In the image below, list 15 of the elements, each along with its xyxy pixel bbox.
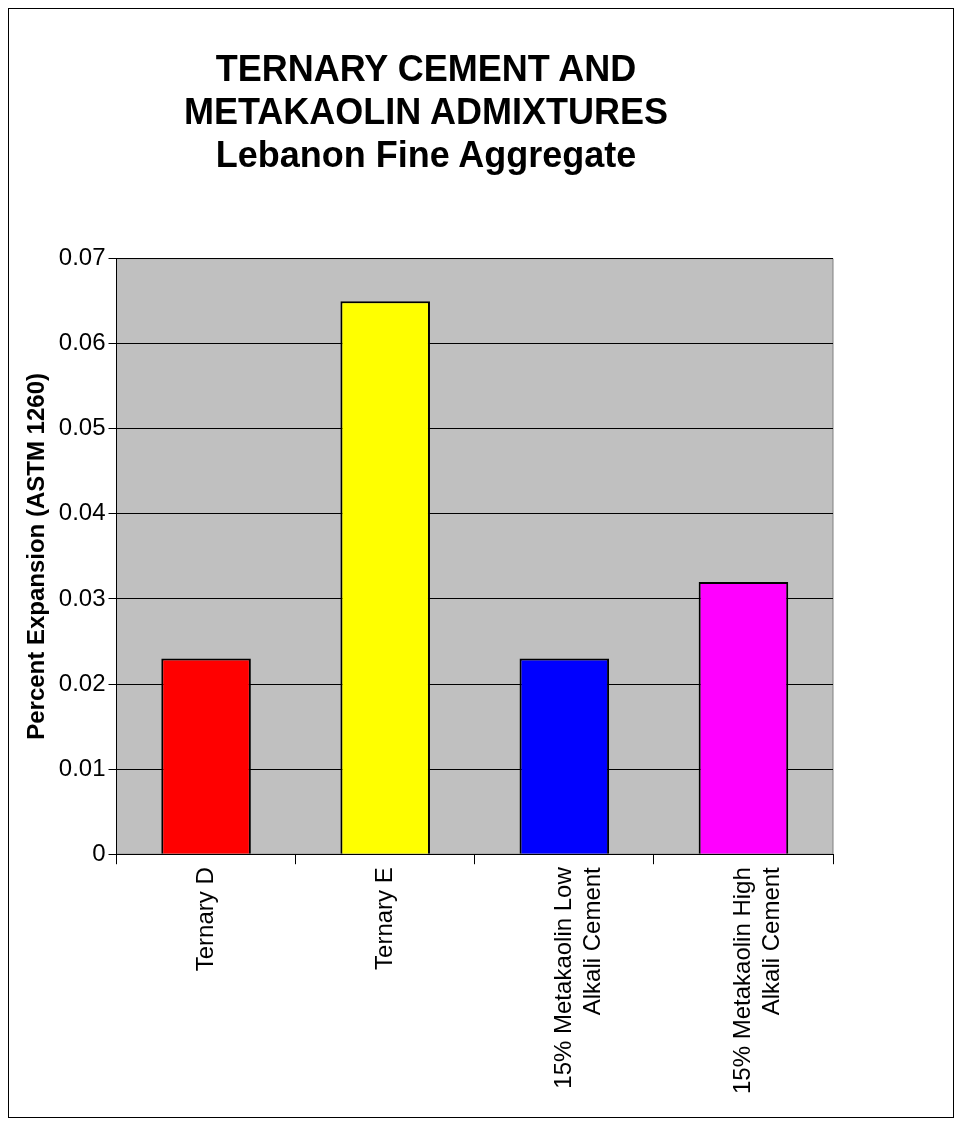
y-tick-label: 0 bbox=[92, 838, 106, 866]
y-tick-label: 0.02 bbox=[58, 668, 106, 696]
y-tick-label: 0.07 bbox=[58, 243, 106, 271]
x-tick-label: 15% Metakaolin High Alkali Cement bbox=[728, 866, 784, 1094]
chart-subtitle: Lebanon Fine Aggregate bbox=[215, 133, 637, 175]
y-axis-title: Percent Expansion (ASTM 1260) bbox=[22, 373, 50, 740]
x-tick-label: 15% Metakaolin Low Alkali Cement bbox=[548, 866, 605, 1089]
y-tick-label: 0.01 bbox=[58, 753, 106, 781]
x-tick-label: Ternary D bbox=[190, 867, 218, 972]
chart-title: TERNARY CEMENT AND METAKAOLIN ADMIXTURES bbox=[184, 47, 668, 132]
y-tick-label: 0.05 bbox=[58, 413, 106, 441]
y-tick-label: 0.03 bbox=[58, 583, 106, 611]
y-tick-label: 0.06 bbox=[58, 328, 106, 356]
y-tick-label: 0.04 bbox=[58, 498, 106, 526]
x-tick-label: Ternary E bbox=[369, 867, 397, 970]
